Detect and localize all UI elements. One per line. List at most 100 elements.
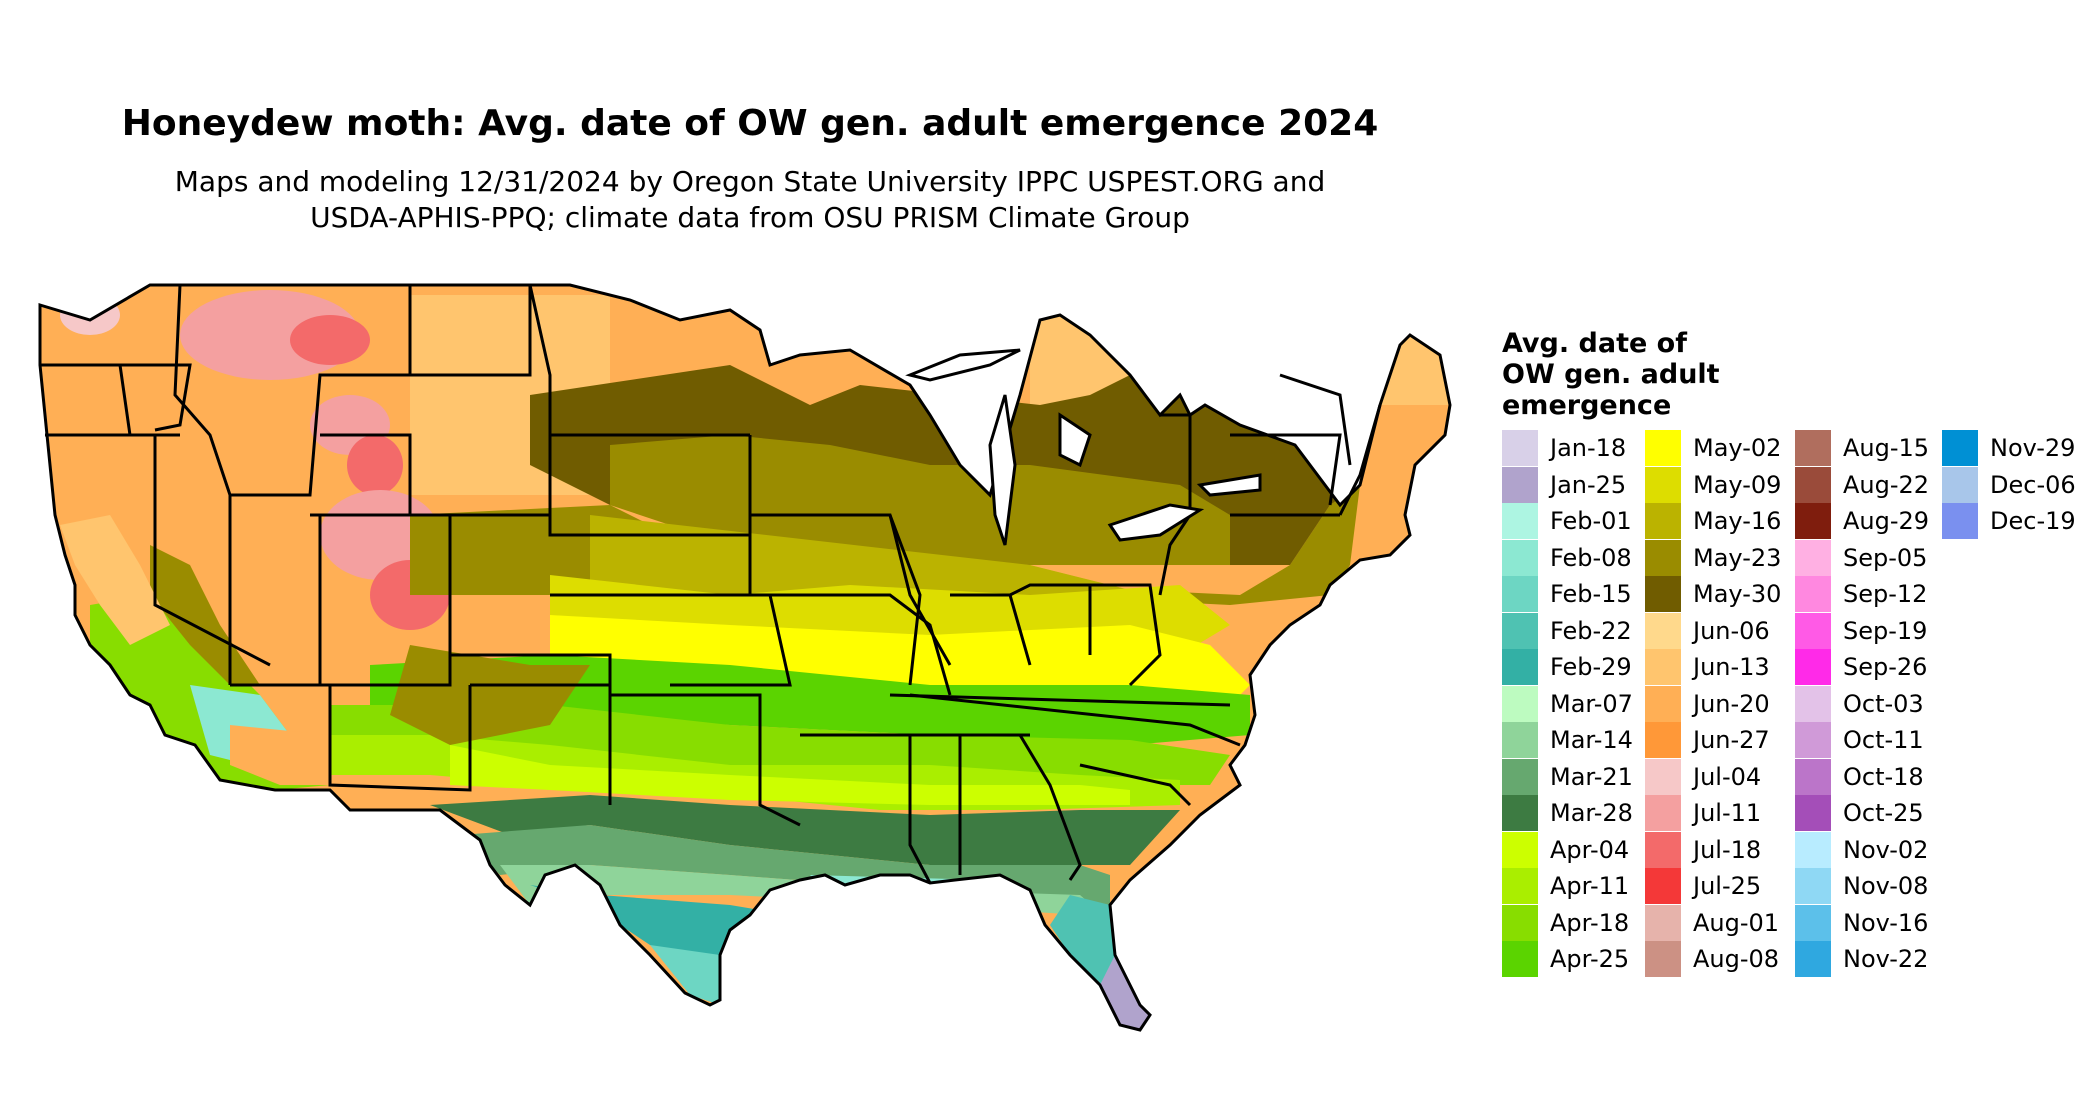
legend-swatch — [1795, 430, 1831, 466]
legend-item: May-16 — [1645, 503, 1781, 539]
legend-item: Apr-25 — [1502, 941, 1629, 977]
legend-item: Nov-29 — [1942, 430, 2075, 466]
legend-item: May-23 — [1645, 539, 1782, 576]
legend-label: Sep-19 — [1843, 616, 1928, 645]
legend-item: Mar-21 — [1502, 758, 1633, 795]
legend-item: Jul-18 — [1645, 831, 1761, 868]
us-emergence-map — [38, 283, 1452, 1032]
legend-item: Apr-18 — [1502, 904, 1630, 941]
legend-label: Aug-08 — [1693, 945, 1780, 973]
legend-swatch — [1502, 649, 1538, 685]
legend-item: Nov-16 — [1795, 904, 1929, 941]
legend-label: Sep-12 — [1843, 580, 1928, 608]
legend-title: Avg. date of OW gen. adult emergence — [1502, 328, 1802, 421]
legend-label: May-23 — [1693, 543, 1782, 572]
legend-swatch — [1645, 612, 1681, 649]
legend-item: Jun-27 — [1645, 722, 1770, 758]
legend-label: Nov-08 — [1843, 872, 1929, 900]
legend-item: Apr-04 — [1502, 831, 1630, 868]
legend-swatch — [1645, 758, 1681, 795]
legend-swatch — [1645, 649, 1681, 685]
legend-label: Mar-14 — [1550, 726, 1633, 754]
legend-title-line-1: Avg. date of — [1502, 328, 1687, 359]
legend-swatch — [1645, 795, 1681, 831]
legend-item: Aug-15 — [1795, 430, 1929, 466]
legend-item: Nov-22 — [1795, 941, 1928, 977]
legend-item: Oct-03 — [1795, 685, 1924, 722]
legend-label: Nov-16 — [1843, 908, 1929, 937]
map-title: Honeydew moth: Avg. date of OW gen. adul… — [121, 103, 1379, 144]
legend-item: Aug-29 — [1795, 503, 1929, 539]
legend-item: Oct-25 — [1795, 795, 1924, 831]
legend-item: Jun-13 — [1645, 649, 1770, 685]
legend-swatch — [1942, 503, 1978, 539]
legend-item: Aug-08 — [1645, 941, 1779, 977]
legend-swatch — [1795, 722, 1831, 758]
legend-swatch — [1795, 649, 1831, 685]
legend-label: Jul-11 — [1693, 799, 1762, 827]
legend-item: May-30 — [1645, 576, 1781, 612]
legend-swatch — [1502, 904, 1538, 941]
legend-item: Sep-26 — [1795, 649, 1927, 685]
legend-label: Aug-15 — [1843, 434, 1930, 462]
legend-item: Dec-06 — [1942, 466, 2076, 503]
legend-swatch — [1795, 466, 1831, 503]
state-boundaries — [38, 283, 1452, 1032]
legend-label: May-30 — [1693, 580, 1782, 608]
legend-label: Oct-11 — [1843, 726, 1924, 754]
legend-label: Jul-04 — [1693, 762, 1762, 791]
legend-label: Mar-07 — [1550, 689, 1633, 718]
legend-label: Oct-25 — [1843, 799, 1924, 827]
legend-item: Sep-05 — [1795, 539, 1928, 576]
legend-swatch — [1502, 831, 1538, 868]
legend-item: Oct-18 — [1795, 758, 1924, 795]
legend-label: Apr-04 — [1550, 835, 1630, 864]
legend-item: Jan-18 — [1502, 430, 1626, 466]
legend-label: Sep-26 — [1843, 653, 1928, 681]
emergence-color-bands — [40, 285, 1450, 1030]
legend-swatch — [1502, 466, 1538, 503]
legend-swatch — [1502, 941, 1538, 977]
legend-swatch — [1795, 503, 1831, 539]
legend-label: Feb-29 — [1550, 653, 1632, 681]
legend-swatch — [1502, 795, 1538, 831]
legend-label: Jun-13 — [1693, 653, 1770, 681]
legend-item: Feb-22 — [1502, 612, 1632, 649]
legend-label: Feb-15 — [1550, 580, 1632, 608]
subtitle-line-1: Maps and modeling 12/31/2024 by Oregon S… — [174, 165, 1326, 198]
legend-item: May-09 — [1645, 466, 1782, 503]
legend-swatch — [1502, 868, 1538, 904]
legend-label: Jul-25 — [1693, 872, 1762, 900]
great-lakes — [905, 348, 1262, 546]
legend-label: Feb-22 — [1550, 616, 1632, 645]
legend-swatch — [1795, 539, 1831, 576]
legend-item: Jul-11 — [1645, 795, 1761, 831]
legend-swatch — [1942, 430, 1978, 466]
legend-item: Jan-25 — [1502, 466, 1627, 503]
legend-label: Aug-29 — [1843, 507, 1930, 535]
legend-swatch — [1502, 503, 1538, 539]
legend-swatch — [1645, 466, 1681, 503]
legend-item: Aug-01 — [1645, 904, 1779, 941]
legend-label: Aug-22 — [1843, 470, 1930, 499]
legend-swatch — [1645, 685, 1681, 722]
legend-item: Dec-19 — [1942, 503, 2076, 539]
legend-item: Mar-28 — [1502, 795, 1633, 831]
legend-swatch — [1645, 430, 1681, 466]
legend-label: Sep-05 — [1843, 543, 1928, 572]
legend-item: Feb-15 — [1502, 576, 1632, 612]
legend-item: Oct-11 — [1795, 722, 1924, 758]
legend-label: May-09 — [1693, 470, 1782, 499]
legend-swatch — [1942, 466, 1978, 503]
legend-item: Sep-19 — [1795, 612, 1928, 649]
legend-label: Jan-25 — [1550, 470, 1627, 499]
legend-item: Jul-25 — [1645, 868, 1761, 904]
legend-swatch — [1795, 758, 1831, 795]
legend-swatch — [1795, 795, 1831, 831]
legend-label: Jan-18 — [1550, 434, 1627, 462]
legend-label: Apr-18 — [1550, 908, 1630, 937]
legend-item: Jul-04 — [1645, 758, 1762, 795]
legend-item: Mar-07 — [1502, 685, 1633, 722]
legend-label: Nov-22 — [1843, 945, 1929, 973]
legend-swatch — [1795, 685, 1831, 722]
